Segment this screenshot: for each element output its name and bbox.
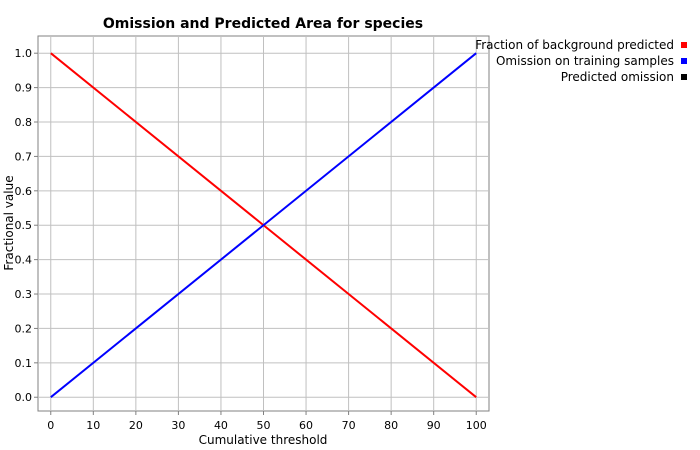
x-tick-label: 0: [47, 419, 54, 432]
x-tick-label: 100: [466, 419, 487, 432]
y-tick-label: 0.9: [15, 82, 33, 95]
legend-label: Omission on training samples: [496, 54, 674, 68]
y-tick-label: 0.5: [15, 219, 33, 232]
x-tick-label: 10: [86, 419, 100, 432]
y-axis: 0.0 0.1 0.2 0.3 0.4 0.5 0.6 0.7 0.8 0.9 1.0: [15, 47, 38, 404]
y-tick-label: 0.3: [15, 288, 33, 301]
x-tick-label: 90: [427, 419, 441, 432]
legend-label: Predicted omission: [561, 70, 674, 84]
x-tick-label: 20: [129, 419, 143, 432]
y-tick-label: 0.8: [15, 116, 33, 129]
x-tick-label: 80: [384, 419, 398, 432]
y-tick-label: 1.0: [15, 47, 33, 60]
legend: Fraction of background predicted Omission…: [475, 38, 687, 84]
x-tick-label: 70: [342, 419, 356, 432]
series-lines: [50, 52, 477, 398]
legend-marker: [681, 58, 687, 64]
y-tick-label: 0.0: [15, 391, 33, 404]
y-tick-label: 0.1: [15, 357, 33, 370]
legend-label: Fraction of background predicted: [475, 38, 674, 52]
y-tick-label: 0.2: [15, 322, 33, 335]
x-axis-label: Cumulative threshold: [199, 433, 328, 447]
x-tick-label: 60: [299, 419, 313, 432]
x-tick-label: 30: [171, 419, 185, 432]
x-axis: 0 10 20 30 40 50 60 70 80 90 100: [47, 411, 487, 432]
grid: [38, 36, 489, 411]
x-tick-label: 40: [214, 419, 228, 432]
chart-title: Omission and Predicted Area for species: [103, 16, 423, 32]
y-axis-label: Fractional value: [2, 175, 16, 270]
y-tick-label: 0.4: [15, 254, 33, 267]
y-tick-label: 0.6: [15, 185, 33, 198]
legend-marker: [681, 42, 687, 48]
x-tick-label: 50: [257, 419, 271, 432]
legend-marker: [681, 74, 687, 80]
y-tick-label: 0.7: [15, 150, 33, 163]
series-line-1: [50, 52, 477, 398]
